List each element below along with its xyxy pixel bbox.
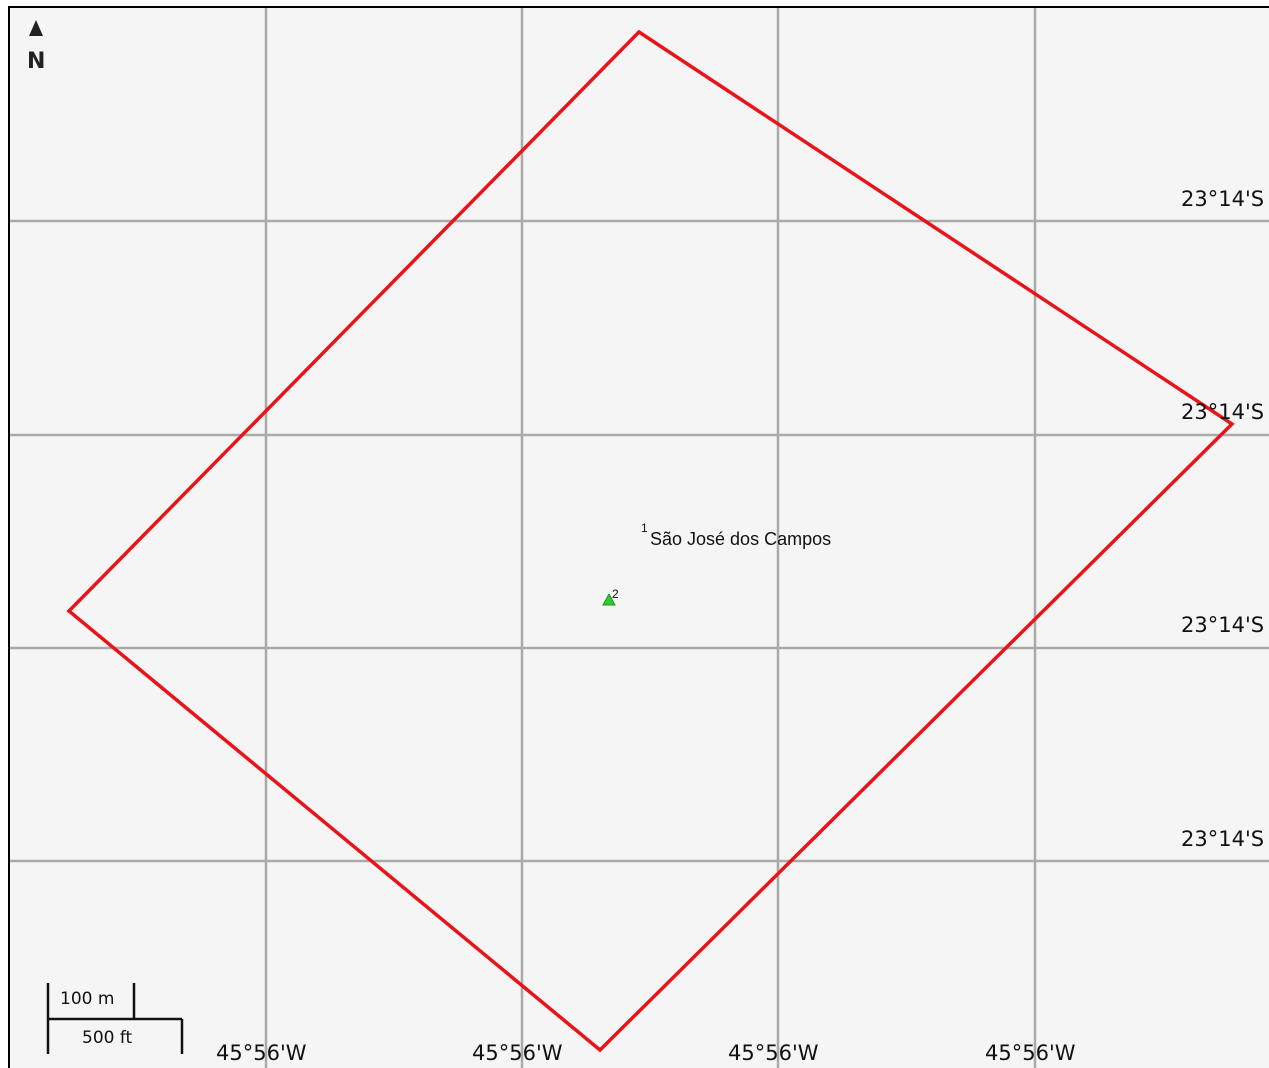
place-marker-2[interactable]: 2 bbox=[602, 587, 619, 606]
place-name: São José dos Campos bbox=[650, 529, 831, 549]
place-label-1[interactable]: 1 São José dos Campos bbox=[641, 521, 831, 549]
latitude-label: 23°14'S bbox=[1181, 827, 1264, 851]
latitude-label: 23°14'S bbox=[1181, 400, 1264, 424]
scale-imperial-label: 500 ft bbox=[82, 1028, 133, 1048]
map-canvas[interactable]: 23°14'S 23°14'S 23°14'S 23°14'S 45°56'W … bbox=[8, 6, 1269, 1068]
area-boundary[interactable] bbox=[66, 29, 1235, 1053]
latitude-label: 23°14'S bbox=[1181, 613, 1264, 637]
graticule bbox=[10, 8, 1269, 1068]
longitude-label: 45°56'W bbox=[728, 1041, 819, 1065]
longitude-labels: 45°56'W 45°56'W 45°56'W 45°56'W bbox=[216, 1041, 1076, 1065]
north-arrow-icon bbox=[29, 20, 43, 36]
latitude-labels: 23°14'S 23°14'S 23°14'S 23°14'S bbox=[1181, 187, 1264, 851]
triangle-marker-icon[interactable] bbox=[602, 592, 616, 606]
north-arrow: N bbox=[27, 20, 45, 74]
longitude-label: 45°56'W bbox=[472, 1041, 563, 1065]
place-number: 2 bbox=[612, 587, 619, 601]
place-number: 1 bbox=[641, 521, 648, 535]
longitude-label: 45°56'W bbox=[216, 1041, 307, 1065]
north-label: N bbox=[27, 49, 45, 74]
longitude-label: 45°56'W bbox=[985, 1041, 1076, 1065]
latitude-label: 23°14'S bbox=[1181, 187, 1264, 211]
map-svg: 23°14'S 23°14'S 23°14'S 23°14'S 45°56'W … bbox=[10, 8, 1269, 1068]
scale-bar: 100 m 500 ft bbox=[46, 983, 184, 1054]
scale-metric-label: 100 m bbox=[60, 989, 114, 1009]
